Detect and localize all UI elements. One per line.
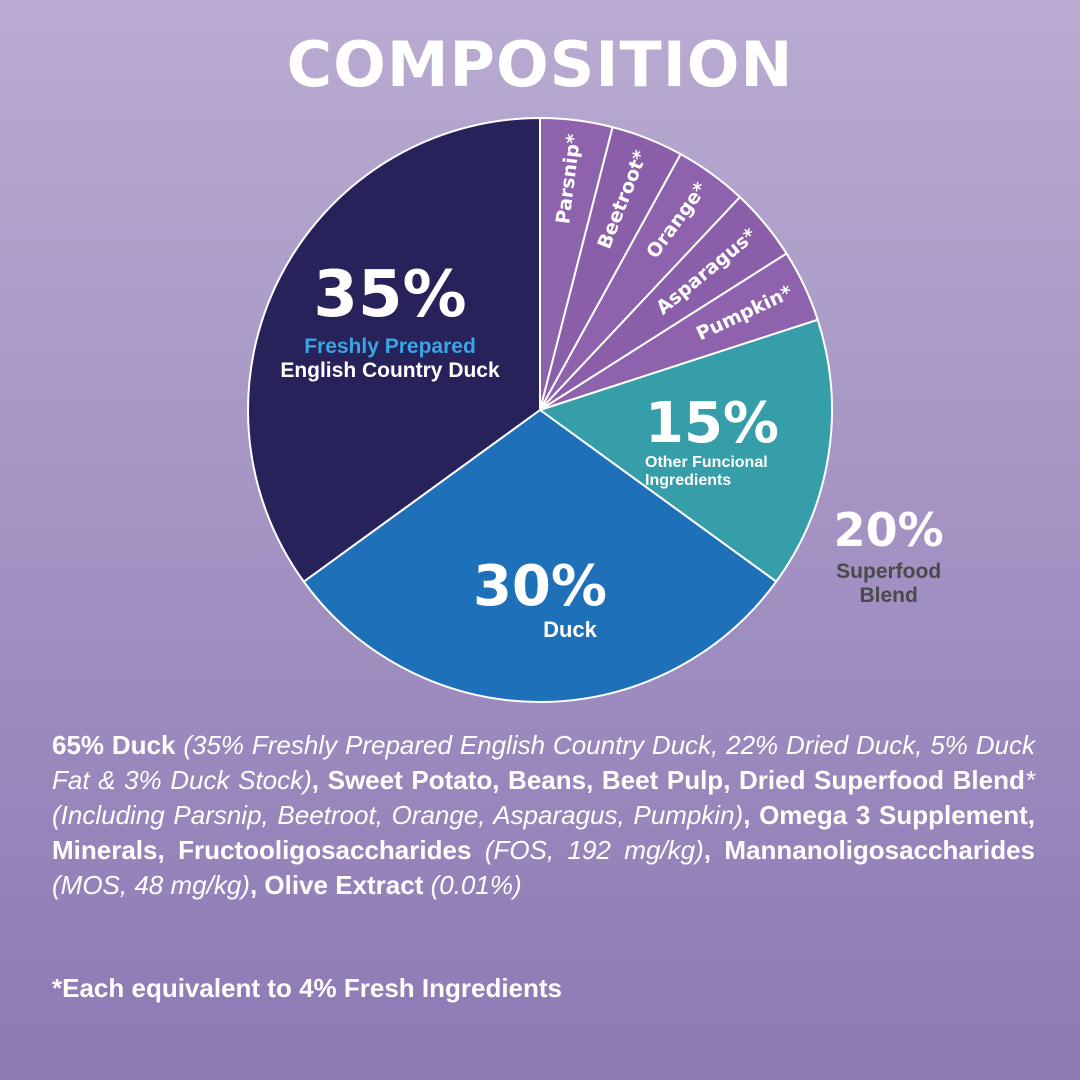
ingredient-run: , Olive Extract: [249, 870, 424, 900]
ingredient-run: , Mannanoligosaccharides: [703, 835, 1036, 865]
slice-value-label: 15%: [645, 391, 780, 456]
slice-label: English Country Duck: [280, 359, 500, 383]
ingredient-run: (0.01%): [423, 870, 522, 900]
slice-label: Duck: [543, 616, 597, 642]
chart-title: COMPOSITION: [286, 28, 794, 101]
group-name: Superfood Blend: [836, 560, 942, 608]
ingredient-run: (35% Freshly Prepared English Country Du…: [52, 730, 1035, 795]
ingredient-run: (MOS, 48 mg/kg): [52, 870, 250, 900]
ingredient-run: * (Including Parsnip, Beetroot, Orange, …: [52, 765, 1035, 830]
ingredient-run: (FOS, 192 mg/kg): [471, 835, 704, 865]
ingredient-run: 65% Duck: [52, 730, 176, 760]
slice-label-group: 35% Freshly Prepared English Country Duck: [270, 258, 510, 383]
slice-label: Other Funcional Ingredients: [645, 453, 768, 490]
ingredient-run: , Sweet Potato, Beans, Beet Pulp, Dried …: [311, 765, 1025, 795]
group-value-label: 20%: [833, 503, 944, 558]
ingredients: 65% Duck (35% Freshly Prepared English C…: [52, 728, 1035, 903]
pie-slice: [247, 116, 541, 584]
ingredient-run: , Omega 3 Supplement, Minerals, Fructool…: [52, 800, 1035, 865]
pie-slice: [302, 408, 778, 703]
group-label: 20% Superfood Blend: [799, 506, 979, 609]
slice-label-group: 30% Duck: [440, 554, 640, 642]
slice-value-label: 30%: [472, 554, 608, 619]
footnote: *Each equivalent to 4% Fresh Ingredients: [52, 973, 563, 1003]
slice-value-label: 35%: [313, 258, 467, 332]
pie-slice: [537, 318, 833, 584]
slice-label-group: 15% Other Funcional Ingredients: [645, 391, 845, 491]
slice-highlight: Freshly Prepared: [304, 335, 476, 359]
